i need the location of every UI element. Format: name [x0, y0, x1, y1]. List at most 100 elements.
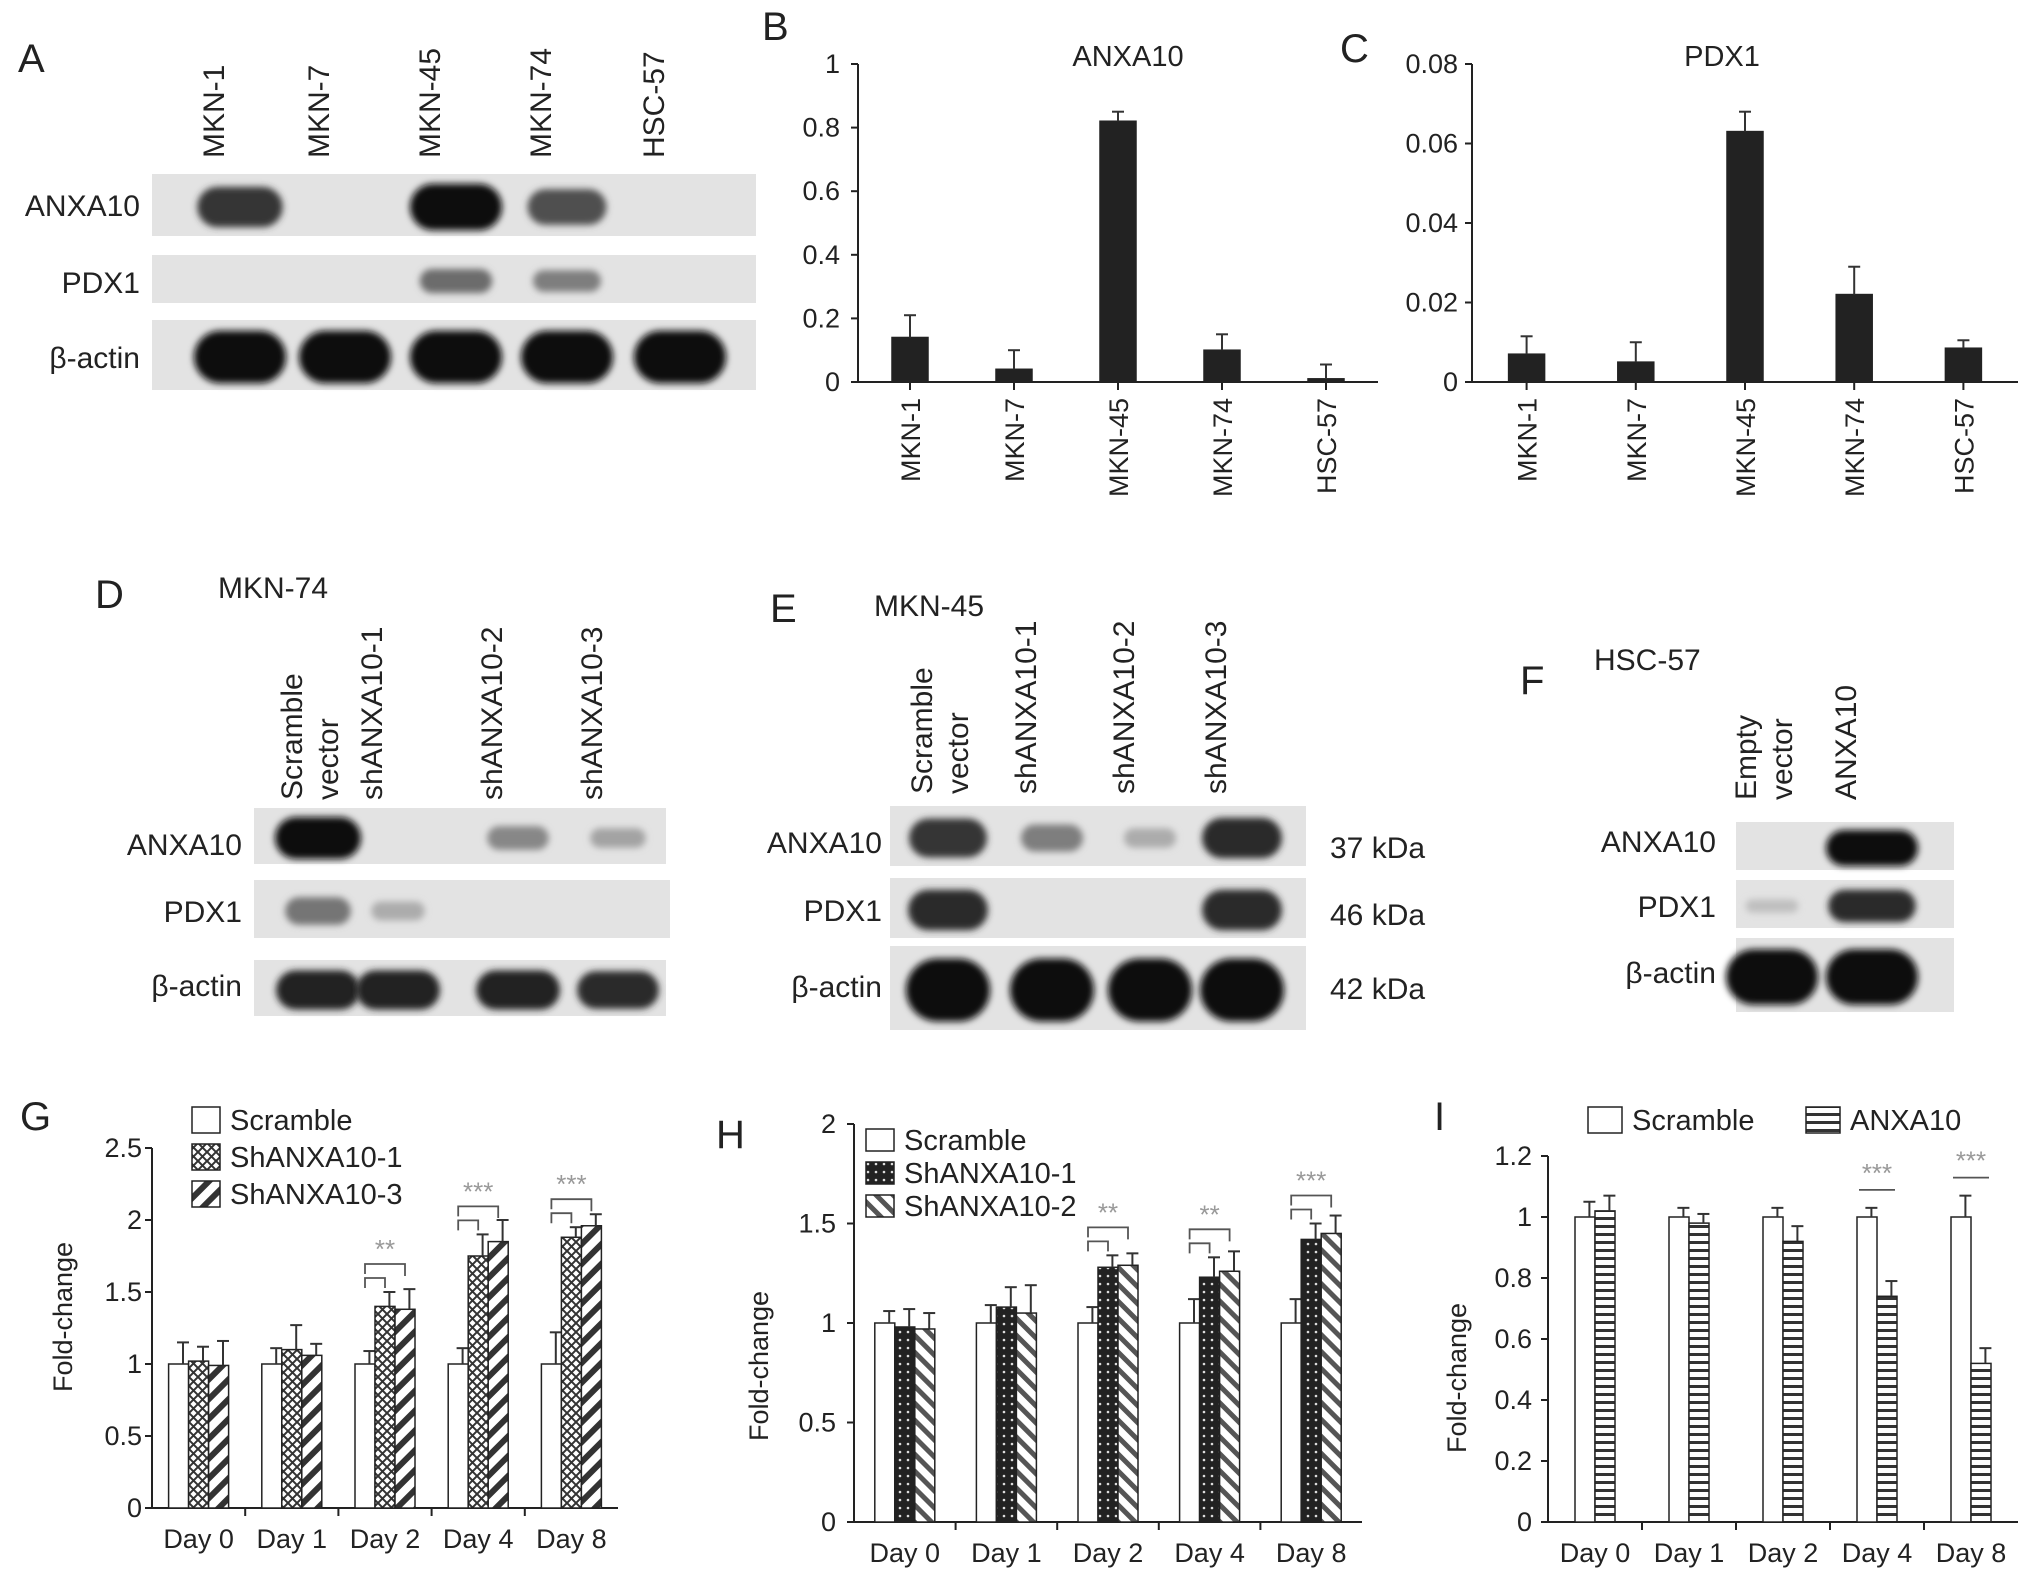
chart-i-bar-scramble — [1574, 1216, 1596, 1523]
chart-g-significance-bracket — [364, 1263, 406, 1276]
chart-i-y-tick-label: 0.4 — [1494, 1385, 1532, 1415]
blot-a-lane-label: HSC-57 — [638, 51, 671, 158]
chart-g-y-tick-label: 1 — [127, 1349, 142, 1379]
chart-g-x-tick-label: Day 8 — [536, 1524, 607, 1554]
chart-i-significance-label: *** — [1862, 1158, 1892, 1188]
chart-h-bar-shanxa10-2 — [914, 1328, 936, 1523]
blot-f-band — [1826, 949, 1918, 1005]
chart-g-legend-label: ShANXA10-3 — [230, 1179, 403, 1211]
blot-a-lane-label: MKN-74 — [525, 48, 558, 158]
chart-h-legend-label: Scramble — [904, 1125, 1027, 1157]
chart-b-y-tick-label: 0.8 — [802, 113, 840, 143]
chart-h-bar-shanxa10-1 — [1198, 1276, 1221, 1523]
chart-g-significance-label: *** — [463, 1176, 493, 1206]
chart-g-y-tick-label: 0 — [127, 1493, 142, 1523]
chart-c-y-tick-label: 0.04 — [1405, 208, 1458, 238]
chart-h-bar-shanxa10-2 — [1218, 1270, 1241, 1523]
chart-g-bar-shanxa10-1 — [560, 1236, 583, 1509]
blot-a-lane-label: MKN-45 — [414, 48, 447, 158]
blot-a-band — [410, 330, 502, 384]
chart-g-legend-label: Scramble — [230, 1105, 353, 1137]
bar-chart-g: Fold-change 0 0.5 1 1.5 2 2.5 Day 0 Day 1 Day 2 *… — [48, 1105, 618, 1554]
chart-g-bar-scramble — [540, 1363, 563, 1509]
chart-c-x-tick-label: HSC-57 — [1949, 398, 1979, 494]
blot-e-lane-label: shANXA10-2 — [1108, 621, 1141, 794]
chart-b-y-tick-label: 1 — [825, 49, 840, 79]
blot-f-band — [1745, 899, 1799, 913]
blot-f-row-label-anxa10: ANXA10 — [1601, 826, 1716, 859]
blot-e-band — [906, 958, 990, 1022]
panel-letter-c: C — [1340, 27, 1369, 71]
chart-g-significance-bracket — [364, 1277, 386, 1288]
chart-b-bar-value — [1099, 120, 1137, 383]
chart-c-x-tick-label: MKN-7 — [1622, 398, 1652, 482]
chart-c-y-tick-label: 0.06 — [1405, 129, 1458, 159]
blot-d-band — [590, 828, 646, 848]
chart-b-bar-value — [891, 336, 929, 383]
chart-g-legend-swatch — [191, 1180, 221, 1208]
chart-g-bar-shanxa10-1 — [281, 1348, 303, 1509]
chart-i-legend-label: Scramble — [1632, 1105, 1755, 1137]
chart-i-x-tick-label: Day 2 — [1748, 1538, 1819, 1568]
chart-g-significance-label: ** — [375, 1234, 395, 1264]
chart-h-significance-bracket — [1188, 1228, 1231, 1242]
chart-g-legend-swatch — [191, 1106, 221, 1134]
chart-h-x-tick-label: Day 4 — [1174, 1538, 1245, 1568]
chart-c-bar-value — [1835, 293, 1873, 383]
blot-d-cell-line: MKN-74 — [218, 572, 328, 605]
chart-i-y-tick-label: 0.6 — [1494, 1324, 1532, 1354]
chart-h-y-tick-label: 1 — [821, 1308, 836, 1338]
chart-i-bar-anxa10 — [1970, 1362, 1992, 1523]
chart-h-bar-scramble — [1077, 1322, 1099, 1523]
western-blot-d: MKN-74 ANXA10 PDX1 β-actin Scramble vecto… — [127, 572, 670, 1016]
chart-h-significance-label: ** — [1098, 1197, 1118, 1227]
chart-i-x-tick-label: Day 4 — [1842, 1538, 1913, 1568]
blot-e-band — [909, 818, 987, 858]
chart-g-significance-bracket — [550, 1212, 573, 1224]
chart-g-bar-shanxa10-3 — [580, 1225, 603, 1509]
chart-c-x-tick-label: MKN-45 — [1731, 398, 1761, 497]
blot-a-band — [521, 330, 613, 384]
chart-h-significance-bracket — [1188, 1242, 1211, 1254]
blot-a-lane-label: MKN-7 — [303, 65, 336, 158]
chart-h-x-tick-label: Day 0 — [870, 1538, 941, 1568]
chart-i-ylabel: Fold-change — [1442, 1303, 1472, 1453]
chart-i-bar-scramble — [1668, 1216, 1690, 1523]
chart-g-bar-scramble — [354, 1363, 376, 1509]
panel-letter-a: A — [18, 37, 45, 81]
chart-h-y-tick-label: 1.5 — [798, 1209, 836, 1239]
blot-a-band — [634, 330, 726, 384]
chart-h-legend-swatch — [865, 1194, 895, 1218]
blot-e-band — [1108, 958, 1192, 1022]
chart-g-significance-bracket — [550, 1198, 593, 1212]
bar-chart-b: ANXA10 0 0.2 0.4 0.6 0.8 1 MKN-1 MKN-7 MKN-45 MKN… — [802, 41, 1378, 497]
chart-g-bar-scramble — [167, 1363, 190, 1509]
chart-g-x-tick-label: Day 1 — [257, 1524, 328, 1554]
chart-b-x-tick-label: MKN-7 — [1000, 398, 1030, 482]
chart-h-bar-shanxa10-2 — [1117, 1264, 1139, 1523]
chart-h-bar-shanxa10-2 — [1320, 1232, 1342, 1523]
chart-g-significance-bracket — [457, 1205, 500, 1218]
blot-d-row-label-pdx1: PDX1 — [164, 896, 242, 929]
chart-g-x-tick-label: Day 2 — [350, 1524, 421, 1554]
chart-h-legend-swatch — [865, 1161, 895, 1185]
chart-g-bar-scramble — [447, 1363, 469, 1509]
blot-e-band — [1020, 824, 1084, 852]
chart-b-x-tick-label: HSC-57 — [1312, 398, 1342, 494]
chart-c-bar-value — [1726, 130, 1764, 383]
blot-a-band — [194, 330, 286, 384]
blot-e-band — [1202, 889, 1282, 931]
blot-a-band — [527, 189, 607, 225]
chart-b-bar-value — [1203, 349, 1241, 383]
blot-e-kda-anxa10: 37 kDa — [1330, 832, 1425, 865]
chart-h-bar-scramble — [1178, 1322, 1201, 1523]
chart-h-significance-bracket — [1290, 1208, 1313, 1220]
chart-h-x-tick-label: Day 8 — [1276, 1538, 1347, 1568]
blot-f-row-label-pdx1: PDX1 — [1638, 891, 1716, 924]
chart-h-significance-bracket — [1290, 1194, 1333, 1208]
chart-h-bar-scramble — [975, 1322, 998, 1523]
blot-e-lane-label: shANXA10-3 — [1200, 621, 1233, 794]
western-blot-f: HSC-57 ANXA10 PDX1 β-actin Empty vector AN… — [1594, 644, 1954, 1012]
chart-i-bar-scramble — [1762, 1216, 1784, 1523]
